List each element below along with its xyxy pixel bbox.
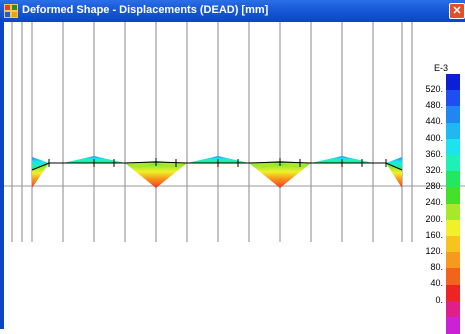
legend-exponent: E-3 [433,63,448,73]
legend-value-label: 40. [430,278,443,289]
window-left-border [0,22,4,329]
close-button[interactable]: ✕ [449,3,465,19]
legend-value-label: 200. [425,213,443,224]
deformation-lobe [280,162,311,168]
deformation-peak [32,157,49,170]
color-legend: E-3 520. 480. 440. 400. 360. 320. 280. 240. 200.… [404,22,465,334]
legend-swatch [446,138,460,156]
legend-value-label: 440. [425,116,443,127]
column-lines [11,22,413,242]
deformation-lobe [156,162,187,168]
legend-swatch [446,252,460,269]
legend-value-label: 120. [425,246,443,256]
deformed-shape-plot[interactable] [4,22,465,329]
legend-swatch [446,90,460,107]
close-icon: ✕ [452,5,462,17]
legend-value-label: 240. [425,197,443,208]
viewport-canvas[interactable]: E-3 520. 480. 440. 400. 360. 320. 280. 240. 200.… [4,22,465,334]
title-bar[interactable]: Deformed Shape - Displacements (DEAD) [m… [0,0,465,22]
deformation-lobe [125,162,156,168]
legend-swatch [446,155,460,172]
legend-swatch [446,187,460,205]
legend-value-label: 360. [425,148,443,159]
legend-value-label: 400. [425,132,443,143]
beam-line [31,158,403,171]
legend-swatch [446,171,460,188]
legend-swatch [446,219,460,237]
deformation-valley [386,163,402,188]
legend-swatch [446,317,460,334]
grid-app-icon [4,4,18,18]
deformation-lobe [249,162,280,168]
legend-swatch [446,106,460,124]
legend-value-label: 480. [425,100,443,111]
legend-swatch [446,300,460,318]
legend-value-label: 0. [435,294,443,305]
deformation-peak [386,157,402,170]
legend-value-label: 160. [425,229,443,240]
legend-value-label: 80. [430,262,443,273]
legend-swatch [446,268,460,286]
deformed-shape [32,156,402,188]
legend-swatch [446,122,460,140]
window-title: Deformed Shape - Displacements (DEAD) [m… [22,4,269,16]
legend-value-label: 520. [425,84,443,94]
legend-value-label: 280. [425,181,443,192]
legend-swatch [446,236,460,253]
legend-swatch [446,74,460,91]
legend-value-label: 320. [425,165,443,175]
legend-swatch [446,203,460,221]
deformation-valley [32,163,49,188]
legend-swatch [446,284,460,302]
